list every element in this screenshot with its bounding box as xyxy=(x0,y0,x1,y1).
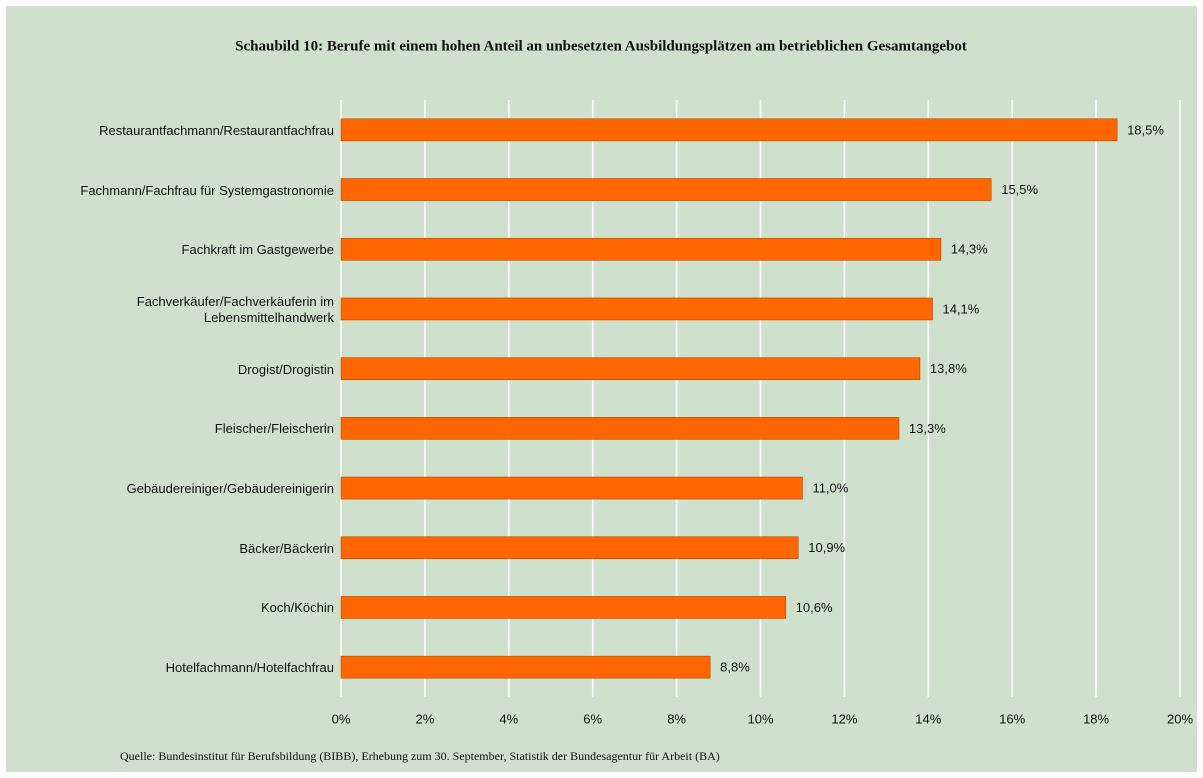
x-tick-label: 8% xyxy=(667,711,686,726)
y-tick-label: Fleischer/Fleischerin xyxy=(214,421,334,437)
x-tick-label: 12% xyxy=(831,711,857,726)
x-tick-label: 14% xyxy=(915,711,941,726)
x-tick-label: 2% xyxy=(416,711,435,726)
value-label: 8,8% xyxy=(720,660,750,675)
bar xyxy=(340,536,799,560)
bar xyxy=(340,178,992,201)
bar xyxy=(340,417,900,440)
x-tick-label: 10% xyxy=(747,711,773,726)
x-tick-label: 4% xyxy=(499,711,518,726)
y-tick-label: Drogist/Drogistin xyxy=(237,361,334,377)
value-label: 13,8% xyxy=(930,361,967,376)
value-label: 14,3% xyxy=(951,242,988,257)
y-tick-label: Koch/Köchin xyxy=(261,600,334,616)
source: Quelle: Bundesinstitut für Berufsbildung… xyxy=(120,749,720,763)
value-label: 13,3% xyxy=(909,421,946,436)
value-label: 10,9% xyxy=(808,540,845,555)
x-tick-label: 0% xyxy=(332,711,351,726)
x-tick-label: 18% xyxy=(1083,711,1109,726)
y-tick-label: Fachkraft im Gastgewerbe xyxy=(181,242,334,258)
value-label: 10,6% xyxy=(796,600,833,615)
x-tick-label: 6% xyxy=(583,711,602,726)
x-tick-label: 16% xyxy=(999,711,1025,726)
y-tick-label: Fachmann/Fachfrau für Systemgastronomie xyxy=(80,182,334,198)
bar xyxy=(340,237,942,261)
bar xyxy=(340,476,803,500)
y-tick-label: Bäcker/Bäckerin xyxy=(239,540,334,556)
value-label: 11,0% xyxy=(812,480,848,495)
value-label: 18,5% xyxy=(1127,122,1164,137)
bar xyxy=(340,297,933,321)
bar xyxy=(340,357,921,380)
value-label: 15,5% xyxy=(1001,182,1038,197)
y-tick-label: Restaurantfachmann/Restaurantfachfrau xyxy=(99,122,334,138)
x-tick-label: 20% xyxy=(1167,711,1193,726)
bar xyxy=(340,596,786,619)
y-tick-label: Gebäudereiniger/Gebäudereinigerin xyxy=(126,481,334,497)
y-tick-label: Hotelfachmann/Hotelfachfrau xyxy=(165,660,334,676)
bar xyxy=(340,655,711,679)
bar xyxy=(340,118,1118,142)
chart-title: Schaubild 10: Berufe mit einem hohen Ant… xyxy=(235,38,967,54)
value-label: 14,1% xyxy=(942,301,979,316)
y-tick-label: Fachverkäufer/Fachverkäuferin im Lebensm… xyxy=(136,293,334,325)
